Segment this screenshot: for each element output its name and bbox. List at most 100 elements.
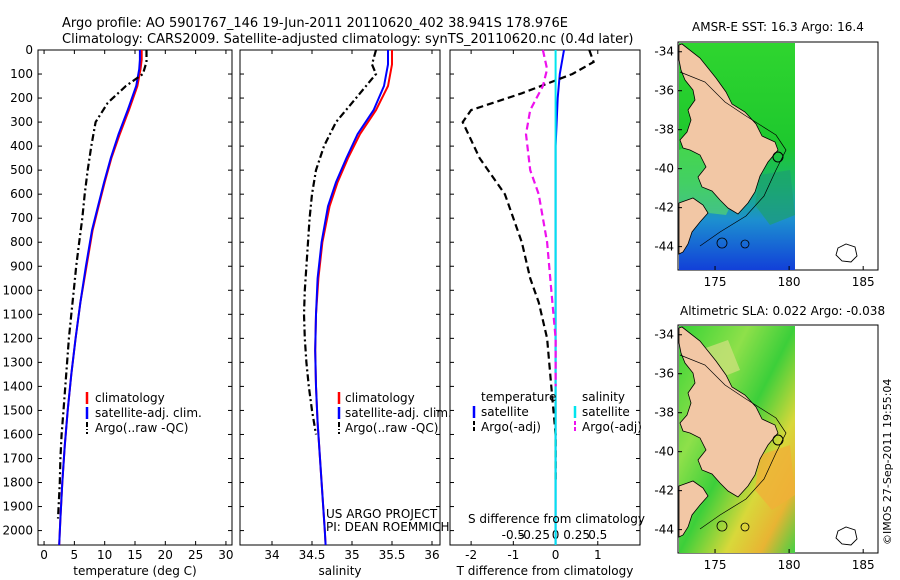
- depth-tick-label: 300: [10, 115, 33, 129]
- legend-label-temp-satellite: satellite: [481, 405, 529, 419]
- argo-float-location-marker: [772, 434, 784, 446]
- x-tick-label: 1: [594, 548, 602, 562]
- x2-tick-label: -0.5: [502, 528, 525, 542]
- legend-label-satellite: satellite-adj. clim.: [95, 406, 202, 420]
- depth-tick-label: 1700: [2, 451, 33, 465]
- sst-cool-patch: [755, 170, 795, 225]
- map-y-tick-label: -36: [654, 84, 674, 98]
- depth-tick-label: 1300: [2, 355, 33, 369]
- nz-south-island: [678, 197, 709, 255]
- legend-heading-salinity: salinity: [582, 390, 625, 404]
- depth-tick-label: 400: [10, 139, 33, 153]
- x-tick-label: 0: [40, 548, 48, 562]
- legend-label-satellite: satellite-adj. clim.: [345, 406, 452, 420]
- map-x-tick-label: 185: [852, 558, 875, 572]
- nz-south-island: [678, 480, 709, 538]
- x-tick-label: 35: [344, 548, 359, 562]
- temperature-panel: 0 5 10 15 20 25 30 temperature (deg C): [37, 49, 234, 578]
- small-island: [716, 237, 728, 249]
- x-tick-label: 5: [71, 548, 79, 562]
- map-x-tick-label: 180: [778, 275, 801, 289]
- x2-tick-label: 0.5: [588, 528, 607, 542]
- depth-tick-label: 1100: [2, 307, 33, 321]
- legend-label-sal-satellite: satellite: [582, 405, 630, 419]
- depth-tick-label: 600: [10, 187, 33, 201]
- x-axis-label: temperature (deg C): [73, 564, 196, 578]
- sst-map-axes: 175 180 185 -34 -36 -38 -40 -42 -44: [654, 45, 874, 289]
- depth-tick-label: 200: [10, 91, 33, 105]
- annotation-project: US ARGO PROJECT: [326, 507, 438, 521]
- map-y-tick-label: -38: [654, 406, 674, 420]
- chatham-islands: [835, 526, 858, 546]
- sla-yellow-patch: [755, 445, 795, 510]
- legend-label-climatology: climatology: [95, 391, 165, 405]
- legend-label-climatology: climatology: [345, 391, 415, 405]
- sst-map-title: AMSR-E SST: 16.3 Argo: 16.4: [692, 20, 864, 34]
- sla-map-title: Altimetric SLA: 0.022 Argo: -0.038: [680, 304, 885, 318]
- series-line-argo-raw-qc: [56, 50, 148, 519]
- title-line-1: Argo profile: AO 5901767_146 19-Jun-2011…: [62, 16, 568, 31]
- depth-tick-label: 2000: [2, 524, 33, 538]
- legend-label-argo: Argo(..raw -QC): [345, 421, 438, 435]
- depth-tick-label: 700: [10, 211, 33, 225]
- x-tick-label: 36: [424, 548, 439, 562]
- depth-tick-label: 1800: [2, 476, 33, 490]
- map-y-tick-label: -34: [654, 45, 674, 59]
- imos-watermark: ©IMOS 27-Sep-2011 19:55:04: [881, 379, 894, 545]
- depth-tick-label: 0: [25, 43, 33, 57]
- map-y-tick-label: -40: [654, 445, 674, 459]
- difference-panel: -2 -1 0 1-0.5-0.25 0 0.250.5T difference from…: [449, 49, 641, 578]
- plot-frame: [37, 49, 233, 546]
- x-axis-label: T difference from climatology: [456, 564, 634, 578]
- small-island: [740, 522, 750, 532]
- x-tick-label: 10: [97, 548, 112, 562]
- sla-map-axes: 175 180 185 -34 -36 -38 -40 -42 -44: [654, 328, 874, 572]
- x-tick-label: 0: [552, 548, 560, 562]
- x-tick-label: 35.5: [379, 548, 406, 562]
- x-tick-label: 30: [218, 548, 233, 562]
- map-x-tick-label: 175: [704, 558, 727, 572]
- depth-tick-label: 1400: [2, 379, 33, 393]
- x-tick-label: 20: [158, 548, 173, 562]
- sla-map: Altimetric SLA: 0.022 Argo: -0.038 175 18…: [654, 304, 885, 572]
- title-line-2: Climatology: CARS2009. Satellite-adjuste…: [62, 32, 634, 47]
- depth-tick-label: 800: [10, 235, 33, 249]
- depth-tick-label: 100: [10, 67, 33, 81]
- map-y-tick-label: -44: [654, 240, 674, 254]
- x-axis-label: salinity: [318, 564, 361, 578]
- map-y-tick-label: -34: [654, 328, 674, 342]
- depth-tick-label: 1500: [2, 403, 33, 417]
- depth-axis: 0 100 200 300 400 500 600 700 800 900 1000 1100 1200…: [2, 43, 33, 538]
- small-island: [716, 520, 728, 532]
- annotation-pi: PI: DEAN ROEMMICH: [326, 520, 449, 534]
- series-line-salinity-argo-adj: [524, 49, 557, 387]
- bathymetry-contour: [679, 354, 787, 530]
- temperature-legend: climatology satellite-adj. clim. Argo(..…: [85, 391, 202, 435]
- x2-tick-label: -0.25: [519, 528, 550, 542]
- map-x-tick-label: 180: [778, 558, 801, 572]
- map-y-tick-label: -42: [654, 201, 674, 215]
- plot-frame: [239, 49, 441, 546]
- salinity-panel: 34 34.5 35 35.5 36 salinity: [239, 49, 441, 578]
- argo-float-location-marker: [772, 151, 784, 163]
- x-tick-label: -2: [465, 548, 477, 562]
- map-y-tick-label: -42: [654, 484, 674, 498]
- salinity-legend: climatology satellite-adj. clim. Argo(..…: [326, 391, 452, 534]
- depth-tick-label: 1900: [2, 500, 33, 514]
- depth-tick-label: 500: [10, 163, 33, 177]
- depth-tick-label: 900: [10, 259, 33, 273]
- series-line-satellite-adj-clim: [314, 50, 389, 546]
- plot-frame: [449, 49, 641, 546]
- legend-label-temp-argo: Argo(-adj): [481, 420, 541, 434]
- x-tick-label: 34.5: [299, 548, 326, 562]
- difference-legend: temperature satellite Argo(-adj) salinit…: [468, 390, 645, 526]
- x2-tick-label: 0.25: [563, 528, 590, 542]
- map-y-tick-label: -40: [654, 162, 674, 176]
- map-y-tick-label: -36: [654, 367, 674, 381]
- x-tick-label: 34: [264, 548, 279, 562]
- series-line-satellite-adj-clim: [58, 50, 141, 546]
- depth-tick-label: 1600: [2, 427, 33, 441]
- map-x-tick-label: 185: [852, 275, 875, 289]
- x-tick-label: 25: [188, 548, 203, 562]
